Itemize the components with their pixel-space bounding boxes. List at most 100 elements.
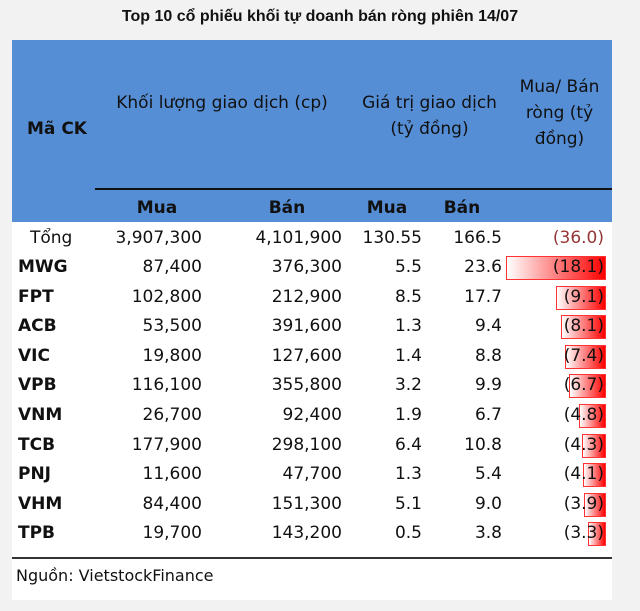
cell-code: VHM xyxy=(18,493,63,514)
header-code: Mã CK xyxy=(27,119,87,139)
cell-val-sell: 9.9 xyxy=(474,375,502,396)
header-vol-buy: Mua xyxy=(136,198,178,218)
total-row: Tổng 3,907,300 4,101,900 130.55 166.5 (3… xyxy=(12,225,612,254)
cell-vol-sell: 355,800 xyxy=(271,375,342,396)
cell-val-sell: 10.8 xyxy=(464,434,502,455)
table-row: VHM 84,400 151,300 5.1 9.0 (3.9) xyxy=(12,491,612,520)
cell-vol-sell: 212,900 xyxy=(271,286,342,307)
cell-val-buy: 1.9 xyxy=(394,405,422,425)
cell-vol-buy: 177,900 xyxy=(131,434,202,455)
header-vol-sell: Bán xyxy=(268,198,306,218)
table-row: VIC 19,800 127,600 1.4 8.8 (7.4) xyxy=(12,343,612,372)
cell-vol-sell: 143,200 xyxy=(271,523,342,544)
cell-net: (4.3) xyxy=(563,434,604,455)
cell-vol-buy: 87,400 xyxy=(142,257,202,277)
cell-val-buy: 1.3 xyxy=(394,464,422,485)
cell-vol-buy: 116,100 xyxy=(131,375,202,396)
header-divider xyxy=(95,188,612,190)
cell-val-sell: 5.4 xyxy=(474,464,502,485)
cell-net: (18.1) xyxy=(552,257,604,277)
cell-code: PNJ xyxy=(18,464,52,485)
table-row: PNJ 11,600 47,700 1.3 5.4 (4.1) xyxy=(12,461,612,490)
cell-vol-sell: 298,100 xyxy=(271,434,342,455)
cell-val-buy: 5.5 xyxy=(394,257,422,277)
net-bar xyxy=(506,256,606,280)
header-net: Mua/ Bán ròng (tỷ đồng) xyxy=(519,77,600,149)
cell-vol-buy: 102,800 xyxy=(131,286,202,307)
net-bar xyxy=(587,522,606,547)
cell-vol-buy: 19,800 xyxy=(142,345,202,366)
cell-vol-sell: 4,101,900 xyxy=(255,228,342,248)
cell-vol-buy: 26,700 xyxy=(142,405,202,425)
net-bar xyxy=(584,492,606,517)
cell-vol-sell: 127,600 xyxy=(271,345,342,366)
cell-val-buy: 5.1 xyxy=(394,493,422,514)
cell-val-sell: 166.5 xyxy=(453,228,502,248)
cell-code: ACB xyxy=(18,316,57,337)
header-val-sell: Bán xyxy=(443,198,481,218)
table-row: VPB 116,100 355,800 3.2 9.9 (6.7) xyxy=(12,372,612,401)
cell-vol-sell: 376,300 xyxy=(271,257,342,277)
footer-divider xyxy=(12,557,612,559)
cell-net: (7.4) xyxy=(563,345,604,366)
cell-val-sell: 8.8 xyxy=(474,345,502,366)
net-bar xyxy=(568,374,606,399)
table-row: ACB 53,500 391,600 1.3 9.4 (8.1) xyxy=(12,313,612,342)
cell-net: (3.3) xyxy=(563,523,604,544)
table-header: Mã CK Khối lượng giao dịch (cp) Giá trị … xyxy=(12,40,612,222)
cell-code: VPB xyxy=(18,375,57,396)
cell-val-buy: 0.5 xyxy=(394,523,422,544)
cell-code: VIC xyxy=(18,345,50,366)
cell-vol-buy: 84,400 xyxy=(142,493,202,514)
cell-code: MWG xyxy=(18,257,68,277)
cell-val-sell: 9.0 xyxy=(474,493,502,514)
table-row: TPB 19,700 143,200 0.5 3.8 (3.3) xyxy=(12,520,612,549)
cell-vol-sell: 92,400 xyxy=(282,405,342,425)
cell-val-sell: 6.7 xyxy=(474,405,502,425)
cell-code: FPT xyxy=(18,286,54,307)
cell-net: (4.1) xyxy=(563,464,604,485)
cell-net: (4.8) xyxy=(563,405,604,425)
cell-vol-sell: 391,600 xyxy=(271,316,342,337)
net-bar xyxy=(561,315,606,340)
table-row: TCB 177,900 298,100 6.4 10.8 (4.3) xyxy=(12,432,612,461)
cell-val-sell: 17.7 xyxy=(464,286,502,307)
header-value: Giá trị giao dịch (tỷ đồng) xyxy=(362,93,497,139)
net-bar xyxy=(582,433,606,458)
cell-val-sell: 3.8 xyxy=(474,523,502,544)
net-bar xyxy=(565,344,606,369)
table-row: MWG 87,400 376,300 5.5 23.6 (18.1) xyxy=(12,254,612,283)
cell-code: TCB xyxy=(18,434,56,455)
cell-val-sell: 9.4 xyxy=(474,316,502,337)
cell-vol-sell: 151,300 xyxy=(271,493,342,514)
cell-vol-buy: 11,600 xyxy=(142,464,202,485)
cell-net: (36.0) xyxy=(552,228,604,248)
cell-val-sell: 23.6 xyxy=(464,257,502,277)
cell-code: TPB xyxy=(18,523,56,544)
net-bar xyxy=(579,404,606,428)
cell-vol-sell: 47,700 xyxy=(282,464,342,485)
cell-net: (3.9) xyxy=(563,493,604,514)
cell-val-buy: 130.55 xyxy=(362,228,422,248)
table-title: Top 10 cổ phiếu khối tự doanh bán ròng p… xyxy=(121,8,519,25)
cell-vol-buy: 3,907,300 xyxy=(115,228,202,248)
cell-vol-buy: 53,500 xyxy=(142,316,202,337)
total-label: Tổng xyxy=(30,228,73,248)
data-table: Mã CK Khối lượng giao dịch (cp) Giá trị … xyxy=(12,40,612,600)
cell-val-buy: 1.4 xyxy=(394,345,422,366)
net-bar xyxy=(583,463,606,488)
cell-net: (6.7) xyxy=(563,375,604,396)
table-row: FPT 102,800 212,900 8.5 17.7 (9.1) xyxy=(12,284,612,313)
table-row: VNM 26,700 92,400 1.9 6.7 (4.8) xyxy=(12,402,612,431)
cell-val-buy: 3.2 xyxy=(394,375,422,396)
cell-code: VNM xyxy=(18,405,63,425)
cell-val-buy: 8.5 xyxy=(394,286,422,307)
header-volume: Khối lượng giao dịch (cp) xyxy=(116,93,328,113)
cell-vol-buy: 19,700 xyxy=(142,523,202,544)
cell-net: (8.1) xyxy=(563,316,604,337)
header-val-buy: Mua xyxy=(366,198,408,218)
cell-net: (9.1) xyxy=(563,286,604,307)
source-note: Nguồn: VietstockFinance xyxy=(16,566,214,585)
cell-val-buy: 6.4 xyxy=(394,434,422,455)
net-bar xyxy=(555,285,606,310)
